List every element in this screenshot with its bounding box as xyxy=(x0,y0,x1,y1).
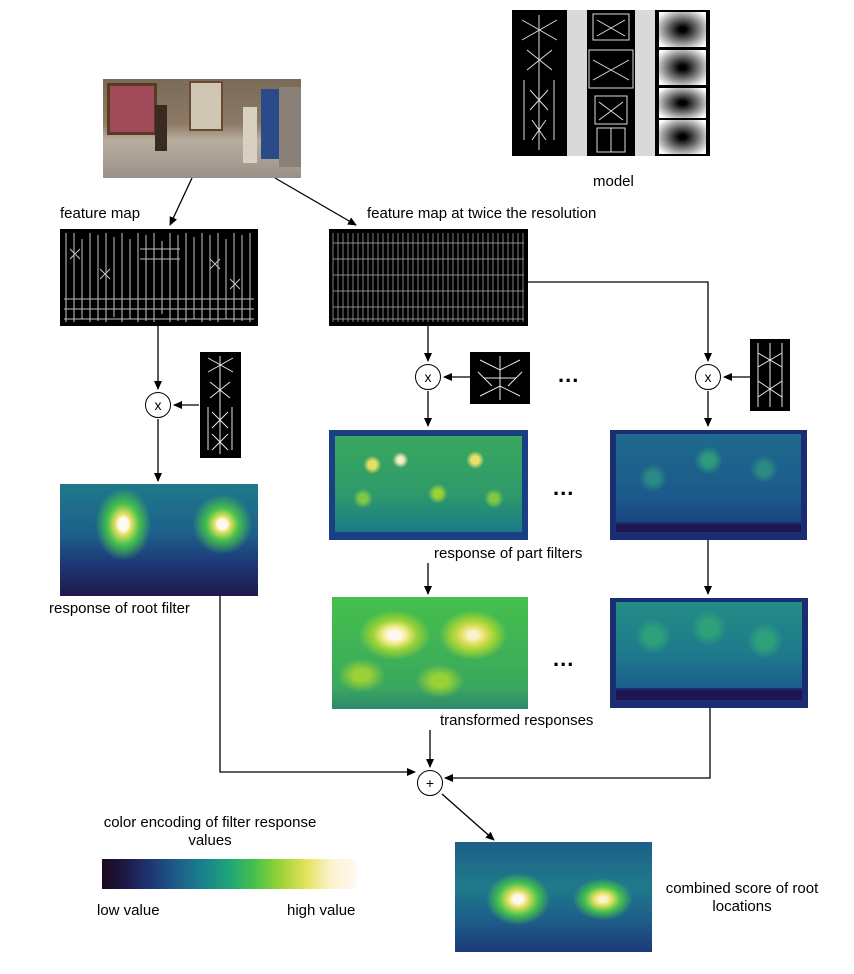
root-filter-hog-pattern xyxy=(207,356,234,454)
combined-score-heatmap xyxy=(455,842,652,952)
feature-map-2x-image xyxy=(329,229,528,326)
model-root-hog-pattern xyxy=(521,15,558,150)
transformed-response-n-heatmap xyxy=(610,598,808,708)
model-separator xyxy=(567,10,587,156)
colorbar xyxy=(102,859,356,889)
model-root-filter-image xyxy=(512,10,567,156)
part-filter-n-hog-pattern xyxy=(757,343,783,407)
multiply-operator-root: x xyxy=(145,392,171,418)
part-response-1-heatmap xyxy=(329,430,528,540)
feature-map-image xyxy=(60,229,258,326)
color-encoding-label: color encoding of filter response values xyxy=(103,814,317,849)
low-value-label: low value xyxy=(97,902,160,919)
part-filter-n-image xyxy=(750,339,790,411)
part-filter-1-hog-pattern xyxy=(477,356,523,400)
model-separator xyxy=(635,10,655,156)
part-response-n-heatmap xyxy=(610,430,807,540)
root-response-heatmap xyxy=(60,484,258,596)
ellipsis-transformed: ... xyxy=(553,646,575,671)
multiply-operator-part-1: x xyxy=(415,364,441,390)
part-filter-1-image xyxy=(470,352,530,404)
model-part-filters-image xyxy=(587,10,635,156)
root-filter-image xyxy=(200,352,241,458)
feature-map-2x-hog-pattern xyxy=(332,233,524,322)
model-label: model xyxy=(593,173,634,190)
input-photo xyxy=(103,79,301,178)
feature-map-label: feature map xyxy=(60,205,141,222)
ellipsis-filters: ... xyxy=(558,362,580,387)
combined-score-label: combined score of root locations xyxy=(665,880,819,915)
multiply-operator-part-n: x xyxy=(695,364,721,390)
high-value-label: high value xyxy=(287,902,356,919)
response-part-label: response of part filters xyxy=(434,545,583,562)
model-deformation-image xyxy=(655,10,710,156)
transformed-response-1-heatmap xyxy=(332,597,528,709)
model-parts-hog-pattern xyxy=(588,13,634,153)
feature-map-hog-pattern xyxy=(64,233,254,322)
feature-map-2x-label: feature map at twice the resolution xyxy=(367,205,597,222)
sum-operator: + xyxy=(417,770,443,796)
ellipsis-responses: ... xyxy=(553,475,575,500)
transformed-label: transformed responses xyxy=(440,712,594,729)
response-root-label: response of root filter xyxy=(49,600,190,617)
